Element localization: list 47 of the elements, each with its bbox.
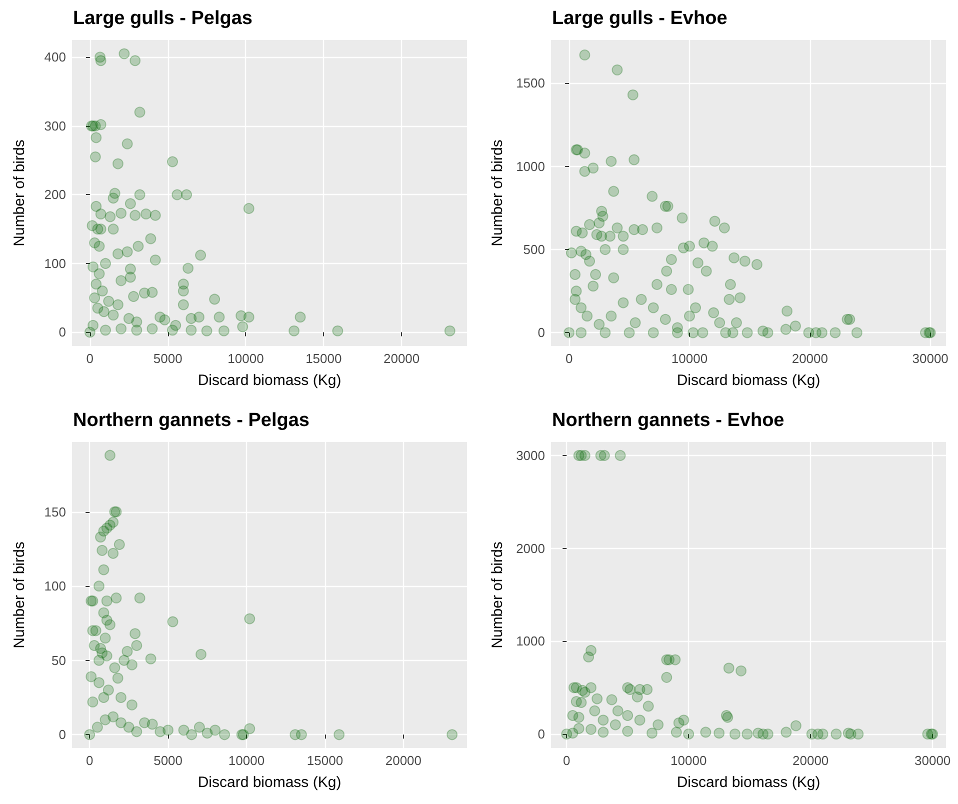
x-tick-label: 10000 <box>228 753 265 768</box>
x-tick-label: 0 <box>565 351 573 366</box>
x-tick-label: 30000 <box>914 753 951 768</box>
y-tick-label: 1500 <box>516 76 545 91</box>
x-axis-title: Discard biomass (Kg) <box>676 372 820 389</box>
y-tick-label: 2000 <box>516 540 545 556</box>
chart-title: Large gulls - Evhoe <box>552 8 728 29</box>
x-tick-label: 20000 <box>792 753 829 768</box>
y-tick-label: 0 <box>58 324 66 340</box>
y-tick-label: 500 <box>523 242 545 258</box>
x-tick-label: 15000 <box>306 351 342 366</box>
x-axis-title: Discard biomass (Kg) <box>198 774 342 791</box>
x-tick-label: 5000 <box>153 351 182 366</box>
x-axis-title: Discard biomass (Kg) <box>676 774 820 791</box>
y-axis-title: Number of birds <box>11 140 28 246</box>
x-tick-label: 10000 <box>670 753 707 768</box>
x-tick-label: 30000 <box>912 351 948 366</box>
y-axis-title: Number of birds <box>489 542 506 648</box>
y-axis-title: Number of birds <box>11 542 28 648</box>
y-tick-label: 3000 <box>516 448 545 463</box>
y-tick-label: 1000 <box>516 634 545 649</box>
y-tick-label: 0 <box>538 726 545 742</box>
y-tick-label: 100 <box>44 256 66 271</box>
chart-title: Northern gannets - Evhoe <box>552 410 784 431</box>
y-tick-label: 300 <box>44 118 66 134</box>
x-tick-label: 10000 <box>671 351 708 366</box>
y-tick-label: 0 <box>58 727 66 742</box>
chart-title: Large gulls - Pelgas <box>73 8 252 29</box>
x-tick-label: 0 <box>562 753 570 768</box>
x-tick-label: 20000 <box>385 753 422 768</box>
y-tick-label: 1000 <box>516 158 545 174</box>
x-tick-label: 10000 <box>228 351 264 366</box>
chart-title: Northern gannets - Pelgas <box>73 410 310 431</box>
y-tick-label: 150 <box>44 504 66 520</box>
x-axis-title: Discard biomass (Kg) <box>198 372 342 389</box>
y-tick-label: 200 <box>44 187 66 202</box>
x-tick-label: 15000 <box>306 753 344 768</box>
x-tick-label: 20000 <box>383 351 420 366</box>
x-tick-label: 0 <box>86 753 94 768</box>
y-tick-label: 50 <box>52 652 66 668</box>
y-tick-label: 0 <box>538 325 545 340</box>
x-tick-label: 5000 <box>154 753 183 768</box>
x-tick-label: 0 <box>86 351 94 366</box>
y-tick-label: 100 <box>44 578 66 594</box>
y-tick-label: 400 <box>44 50 66 65</box>
x-tick-label: 20000 <box>792 351 828 366</box>
y-axis-title: Number of birds <box>489 140 506 246</box>
